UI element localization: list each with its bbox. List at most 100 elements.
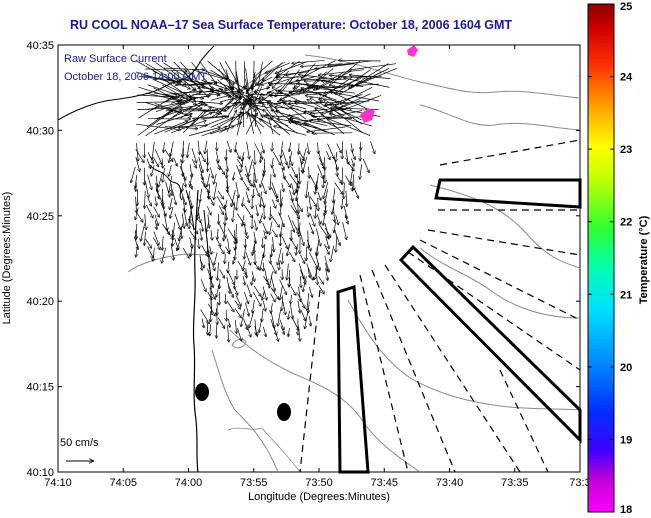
current-vector (344, 182, 345, 199)
current-vector (154, 149, 162, 165)
current-vector (164, 119, 196, 133)
current-vector (197, 206, 199, 220)
current-vector (297, 300, 300, 313)
current-vector (158, 172, 163, 187)
current-vector (135, 175, 137, 188)
current-vector (290, 93, 318, 96)
current-vector (249, 114, 255, 135)
dashed-line (384, 264, 521, 473)
current-vector (349, 63, 397, 70)
sst-patch (360, 108, 375, 123)
current-vector (344, 214, 348, 223)
current-vector (318, 157, 325, 169)
current-vector (215, 159, 220, 169)
current-vector (279, 319, 284, 330)
current-vector (173, 222, 175, 238)
current-vector (235, 149, 239, 159)
current-vector (163, 67, 204, 70)
current-vector (180, 92, 214, 93)
current-vector (315, 254, 320, 270)
colorbar (587, 3, 615, 513)
current-vector (145, 68, 187, 71)
coastline (192, 189, 199, 473)
current-vector (155, 188, 163, 204)
current-vector (252, 292, 261, 306)
current-vector (198, 140, 199, 155)
current-vector (154, 215, 158, 225)
current-vector (182, 172, 186, 187)
x-tick-label: 74:05 (109, 477, 137, 489)
current-vector (263, 326, 266, 337)
current-vector (316, 268, 318, 284)
current-vector (200, 279, 206, 291)
current-vector (241, 308, 245, 327)
current-vector (189, 230, 196, 240)
current-vector (207, 291, 212, 300)
current-vector (236, 60, 237, 82)
current-vector (253, 285, 261, 297)
current-vector (268, 93, 290, 95)
dashed-line (427, 229, 581, 256)
x-tick-label: 73:3 (569, 477, 590, 489)
current-vector (318, 223, 329, 238)
current-vector (145, 92, 187, 103)
current-vector (291, 183, 294, 195)
current-vector (260, 213, 263, 223)
current-vector (233, 255, 236, 264)
current-vector (219, 269, 225, 278)
current-vector (236, 164, 242, 180)
current-vector (153, 247, 155, 261)
current-vector (226, 149, 227, 160)
current-vector (224, 223, 226, 240)
current-vector (274, 126, 307, 136)
current-vector (281, 149, 287, 165)
current-vector (303, 156, 308, 173)
y-tick-label: 40:10 (26, 467, 54, 479)
current-vector (277, 247, 282, 265)
current-vector (226, 166, 227, 179)
current-vector (253, 231, 256, 244)
current-vector (181, 84, 212, 87)
current-vector (147, 174, 152, 190)
current-vector (270, 118, 290, 135)
current-vector (197, 212, 200, 222)
current-vector (207, 303, 215, 316)
current-vector (227, 301, 234, 311)
current-vector (225, 204, 227, 220)
x-tick-label: 73:40 (436, 477, 464, 489)
current-vector (255, 150, 256, 164)
current-vector (317, 247, 318, 256)
current-vector (351, 143, 352, 152)
current-vector (207, 60, 229, 78)
current-vector (145, 190, 146, 208)
current-vector (279, 260, 280, 270)
current-vector (296, 189, 299, 201)
current-vector (289, 237, 297, 249)
current-vector (198, 164, 203, 180)
current-vector (360, 164, 362, 179)
current-vector (248, 159, 253, 177)
current-vector (156, 175, 157, 193)
current-vector (271, 229, 277, 237)
current-vector (272, 151, 281, 165)
dashed-line (299, 289, 321, 473)
current-vector (315, 63, 355, 69)
x-tick-label: 73:50 (305, 477, 333, 489)
dashed-line (419, 239, 581, 321)
current-vector (169, 175, 173, 193)
current-vector (317, 191, 321, 200)
restricted-area (434, 178, 582, 209)
current-vector (216, 151, 218, 163)
current-vector (287, 243, 291, 256)
bathymetry-contour (304, 54, 581, 99)
current-vector (309, 222, 313, 234)
colorbar-tick-label: 19 (620, 434, 632, 446)
current-vector (307, 292, 310, 311)
bathymetry-contour (227, 427, 301, 473)
current-vector (260, 252, 265, 270)
current-vector (336, 151, 337, 162)
current-vector (170, 92, 201, 104)
current-vector (301, 276, 302, 287)
current-vector (246, 324, 251, 337)
